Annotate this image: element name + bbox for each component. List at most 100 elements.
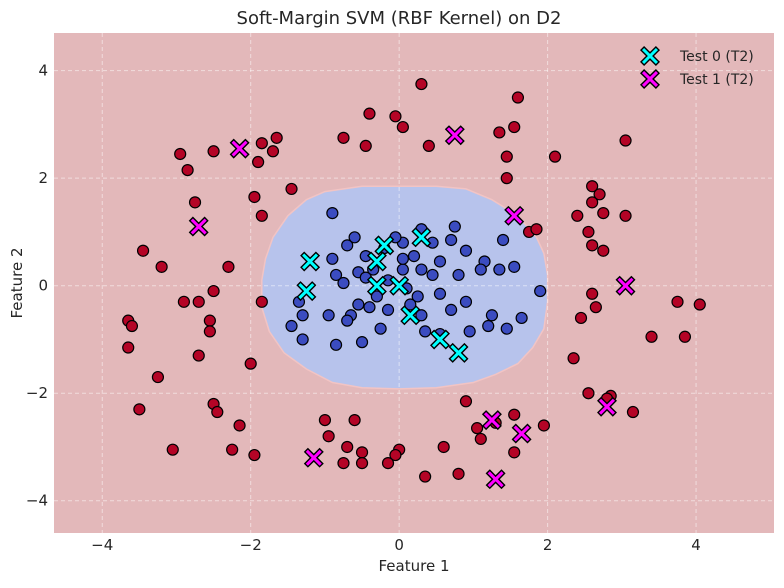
train-point-class0 [326, 252, 339, 265]
train-point-class0 [500, 322, 513, 335]
train-point-class1 [593, 188, 606, 201]
legend: Test 0 (T2) Test 1 (T2) [640, 46, 754, 89]
train-point-class1 [244, 357, 257, 370]
train-point-class0 [482, 319, 495, 333]
legend-label-test-1: Test 1 (T2) [679, 72, 754, 88]
test-point-class0 [374, 235, 395, 256]
train-point-class1 [693, 298, 706, 311]
chart-title: Soft-Margin SVM (RBF Kernel) on D2 [237, 8, 562, 29]
train-point-class0 [374, 322, 387, 335]
train-point-class1 [255, 295, 268, 308]
train-point-class1 [355, 446, 369, 459]
test-point-class1 [511, 423, 532, 444]
train-point-class0 [329, 268, 343, 282]
train-point-class1 [459, 395, 473, 408]
train-point-class1 [207, 284, 220, 298]
train-point-class0 [445, 233, 458, 247]
train-point-class0 [326, 207, 339, 220]
train-point-class1 [589, 301, 602, 314]
x-tick-label: −2 [240, 536, 262, 554]
test-point-class0 [296, 281, 317, 302]
train-point-class0 [322, 309, 335, 322]
train-point-class0 [433, 287, 447, 300]
train-point-class1 [597, 207, 610, 220]
train-point-class0 [415, 263, 428, 276]
train-point-class1 [508, 120, 521, 134]
train-point-class1 [396, 120, 409, 134]
train-point-class0 [411, 290, 424, 303]
train-point-class1 [174, 147, 187, 161]
train-point-class1 [571, 209, 584, 222]
test-point-class1 [485, 469, 506, 490]
train-point-class1 [619, 209, 632, 222]
train-point-class1 [151, 370, 165, 384]
legend-marker-test-0 [640, 46, 660, 66]
train-point-class1 [567, 352, 580, 365]
test-point-class1 [188, 216, 209, 237]
legend-label-test-0: Test 0 (T2) [679, 49, 754, 65]
train-point-class0 [463, 325, 476, 338]
test-point-class0 [400, 305, 421, 326]
x-tick-label: −4 [91, 536, 113, 554]
legend-entry-test-1: Test 1 (T2) [640, 69, 754, 89]
train-point-class1 [177, 295, 190, 308]
train-point-class1 [548, 150, 562, 163]
train-point-class1 [474, 432, 487, 446]
train-point-class1 [500, 150, 513, 163]
train-point-class1 [188, 196, 202, 209]
train-point-class1 [337, 131, 350, 144]
train-point-class1 [359, 139, 372, 153]
y-tick-label: −2 [26, 384, 48, 402]
test-point-class0 [366, 275, 387, 296]
train-point-class1 [582, 387, 595, 400]
train-point-class0 [370, 290, 383, 303]
x-tick-label: 2 [543, 536, 553, 554]
train-point-class1 [389, 110, 402, 123]
train-point-class1 [619, 134, 632, 147]
train-point-class1 [671, 295, 684, 308]
train-point-class1 [419, 470, 432, 483]
train-point-class0 [296, 309, 309, 322]
train-point-class1 [125, 319, 139, 333]
train-point-class0 [415, 309, 428, 322]
train-point-class1 [574, 311, 588, 325]
train-point-class1 [678, 330, 692, 343]
test-point-class0 [448, 342, 469, 363]
test-point-class0 [389, 275, 410, 296]
train-point-class0 [474, 263, 487, 276]
train-point-class1 [508, 446, 521, 459]
train-point-class0 [515, 311, 528, 325]
train-point-class1 [266, 145, 280, 158]
x-axis-ticks: −4 −2 0 2 4 [91, 536, 701, 554]
x-axis-label: Feature 1 [379, 557, 450, 575]
train-point-class0 [534, 284, 547, 298]
train-point-class1 [211, 405, 224, 419]
train-point-class0 [381, 303, 395, 316]
train-point-class0 [493, 263, 506, 276]
train-point-class1 [337, 457, 350, 470]
test-point-class1 [615, 275, 636, 296]
train-point-class1 [226, 443, 239, 456]
train-point-class1 [248, 448, 261, 462]
x-tick-label: 0 [394, 536, 404, 554]
test-point-class1 [504, 205, 525, 226]
train-point-class1 [341, 440, 354, 454]
test-point-class0 [300, 251, 321, 272]
train-point-class0 [396, 263, 409, 276]
train-point-class1 [248, 190, 261, 204]
y-tick-label: 0 [38, 277, 48, 295]
y-tick-label: 2 [38, 169, 48, 187]
train-point-class0 [445, 303, 458, 316]
train-point-class0 [341, 314, 354, 327]
train-point-class0 [363, 301, 376, 314]
train-point-class1 [322, 430, 335, 443]
legend-entry-test-0: Test 0 (T2) [640, 46, 754, 66]
y-tick-label: −4 [26, 492, 48, 510]
y-axis-label: Feature 2 [8, 248, 26, 319]
train-point-class0 [337, 276, 350, 290]
train-point-class0 [419, 325, 432, 338]
train-point-class1 [470, 422, 484, 435]
train-point-class1 [381, 457, 395, 470]
